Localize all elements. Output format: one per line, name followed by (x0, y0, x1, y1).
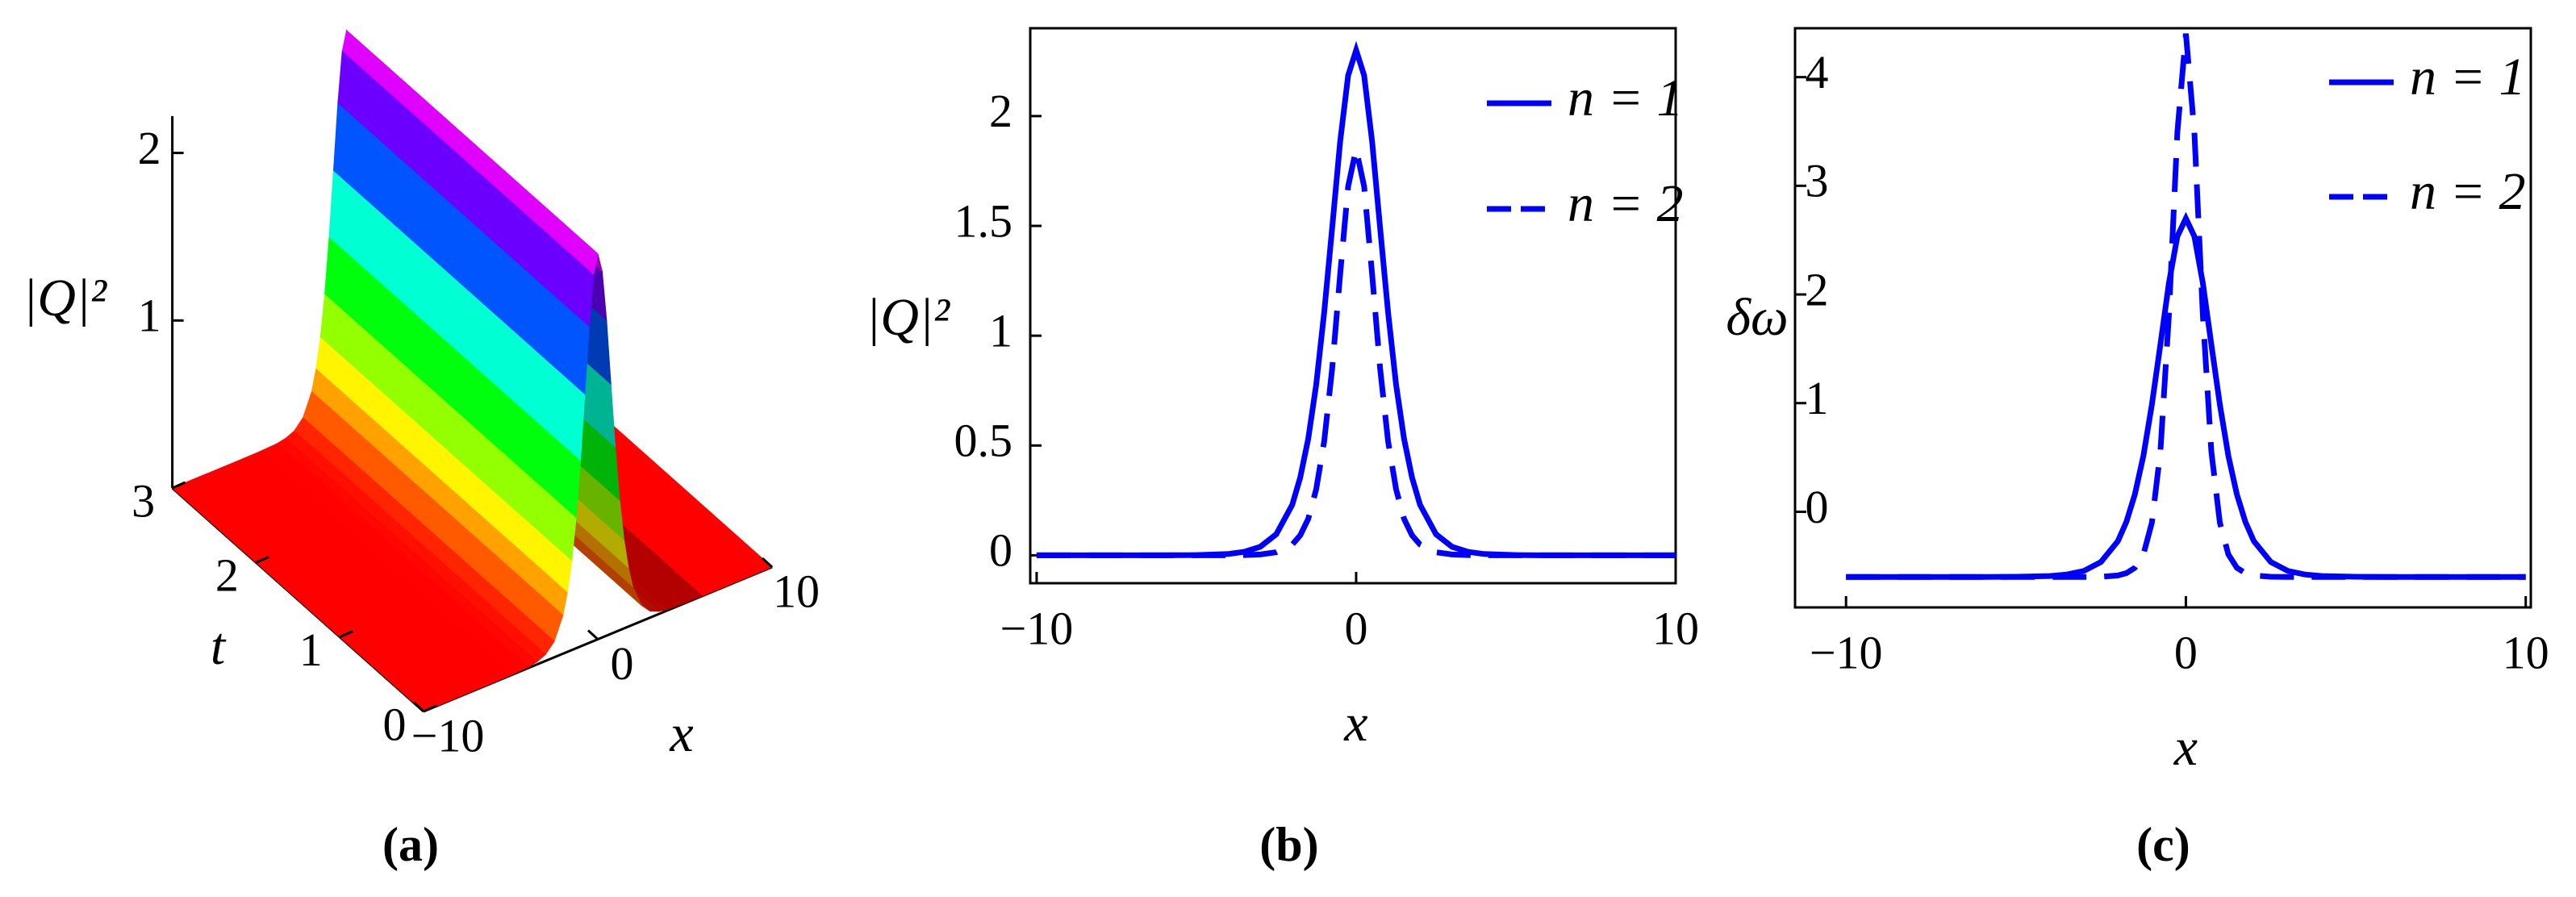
caption: (c) (2136, 818, 2190, 871)
legend-label: n = 1 (1568, 69, 1684, 127)
x-tick-label: −10 (1810, 626, 1883, 678)
z-axis-label: |Q|² (23, 269, 107, 328)
series-line (1846, 211, 2526, 580)
y-tick-label: 0.5 (954, 415, 1013, 467)
x-tick-label: 10 (773, 565, 820, 617)
x-axis-label: x (669, 704, 693, 763)
t-tick-label: 2 (215, 549, 239, 602)
x-tick-label: 10 (2503, 626, 2549, 678)
series-line (1036, 40, 1676, 558)
plot-frame (1793, 27, 2532, 609)
caption: (b) (1259, 818, 1318, 871)
x-tick (761, 557, 774, 569)
x-tick-label: 10 (1652, 602, 1699, 654)
y-tick-label: 1.5 (954, 194, 1013, 247)
z-tick-label: 1 (138, 290, 161, 342)
y-tick-label: 0 (1806, 481, 1829, 533)
t-tick-label: 0 (383, 698, 407, 750)
y-tick-label: 2 (989, 85, 1012, 137)
series-line (1036, 148, 1676, 558)
t-tick (171, 481, 186, 490)
legend-label: n = 2 (2410, 162, 2526, 221)
y-tick-label: 1 (1806, 372, 1829, 424)
t-axis-label: t (211, 617, 227, 676)
t-tick-label: 3 (132, 474, 155, 527)
x-tick (412, 701, 425, 713)
x-tick-label: 0 (2174, 626, 2198, 678)
x-tick (587, 629, 599, 640)
legend-label: n = 2 (1568, 174, 1684, 233)
y-tick-label: 2 (1806, 263, 1829, 315)
t-tick-label: 1 (299, 624, 323, 676)
caption: (a) (382, 818, 439, 871)
x-axis-label: x (1343, 694, 1367, 753)
x-tick-label: 0 (1344, 602, 1367, 654)
x-tick-label: 0 (611, 637, 634, 690)
t-tick (339, 630, 353, 639)
y-tick-label: 1 (989, 304, 1012, 357)
series-line (1846, 33, 2526, 580)
y-tick-label: 4 (1806, 46, 1829, 98)
y-tick-label: 0 (989, 524, 1012, 577)
x-tick-label: −10 (411, 709, 485, 761)
plot-frame (1029, 27, 1677, 585)
x-axis-label: x (2173, 718, 2198, 777)
t-tick (423, 704, 437, 713)
y-axis-label: |Q|² (866, 288, 950, 347)
legend-label: n = 1 (2410, 48, 2526, 106)
y-axis-label: δω (1726, 288, 1788, 347)
t-tick (255, 555, 270, 564)
y-tick-label: 3 (1806, 155, 1829, 207)
x-tick-label: −10 (1000, 602, 1074, 654)
z-tick-label: 2 (138, 122, 161, 174)
